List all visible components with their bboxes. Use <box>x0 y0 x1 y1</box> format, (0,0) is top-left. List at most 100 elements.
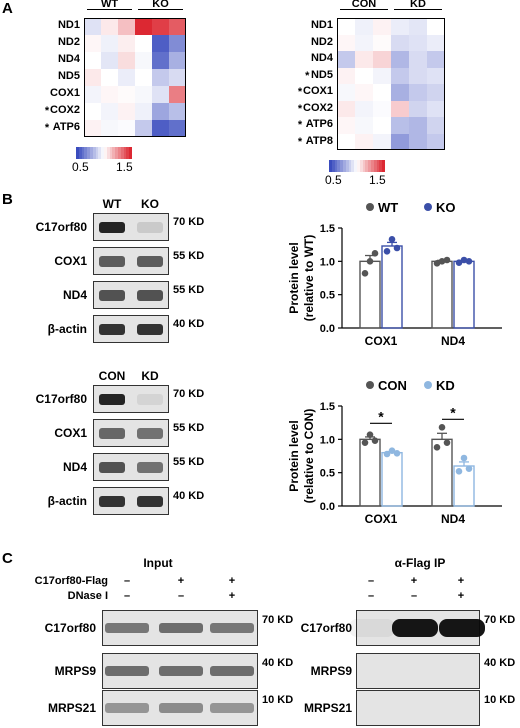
blot-b-top-kd-marker: 55 KD <box>173 284 205 296</box>
input-row-label: MRPS21 <box>47 701 96 715</box>
chart-wt-ko-legend-dot <box>424 203 432 211</box>
heatmap-left-cell <box>152 52 169 69</box>
heatmap-right-scale-segment <box>345 160 350 172</box>
chart-con-kd-legend-label: KD <box>436 378 455 393</box>
chart-con-kd-bar <box>431 438 453 507</box>
heatmap-right-scale-segment <box>382 160 386 172</box>
heatmap-left-cell <box>118 52 135 69</box>
ip-row-label: C17orf80 <box>300 621 352 635</box>
blot-b-top-band <box>137 221 163 233</box>
chart-wt-ko-data-point <box>388 236 396 243</box>
condition-label: DNase I <box>67 590 108 602</box>
heatmap-left-frame <box>84 18 186 137</box>
heatmap-left-cell <box>135 18 152 35</box>
heatmap-right-cell <box>355 34 373 51</box>
heatmap-right-cell <box>373 117 391 134</box>
heatmap-left-cell <box>84 69 101 86</box>
blot-b-top-row-label: C17orf80 <box>35 220 87 234</box>
ip-band <box>349 619 395 637</box>
blot-b-top-band <box>99 289 125 301</box>
heatmap-right-cell <box>409 18 427 35</box>
heatmap-right-scale-segment <box>348 160 352 172</box>
chart-con-kd-data-point <box>361 439 369 446</box>
heatmap-left-scale-segment <box>126 147 130 159</box>
input-band <box>159 665 203 677</box>
heatmap-left-cell <box>84 103 101 120</box>
heatmap-right-scale-segment <box>359 160 364 172</box>
ip-row-label: MRPS21 <box>303 701 352 715</box>
ip-condition-sign: + <box>410 575 418 587</box>
heatmap-left-cell <box>118 18 135 35</box>
heatmap-left-scale-segment <box>87 147 91 159</box>
heatmap-left-scale-segment <box>101 147 105 159</box>
blot-b-bottom-row-label: COX1 <box>54 426 87 440</box>
heatmap-right-scale-max: 1.5 <box>369 173 386 187</box>
heatmap-left-row-label: ND5 <box>57 70 80 82</box>
blot-b-top-lane-label: KO <box>141 197 159 211</box>
heatmap-right-group-label: KD <box>410 0 426 10</box>
heatmap-right-cell <box>427 51 445 68</box>
heatmap-left-cell <box>135 120 152 137</box>
heatmap-right-cell <box>409 133 427 150</box>
blot-b-bottom-lane-label: KD <box>141 369 159 383</box>
blot-b-bottom-kd-marker: 55 KD <box>173 456 205 468</box>
chart-con-kd-data-point <box>433 444 441 451</box>
chart-con-kd-data-point <box>465 465 473 472</box>
heatmap-right-cell <box>391 117 409 134</box>
input-row-label: C17orf80 <box>44 621 96 635</box>
heatmap-right-cell <box>373 133 391 150</box>
heatmap-right-cell <box>355 100 373 117</box>
heatmap-left-scale-min: 0.5 <box>72 160 89 174</box>
blot-b-top-band <box>99 255 125 267</box>
chart-wt-ko-data-point <box>443 256 451 264</box>
chart-wt-ko-y-label-1: Protein level <box>287 242 301 313</box>
blot-b-top-row-label: β-actin <box>47 322 87 336</box>
chart-wt-ko-data-point <box>455 259 463 266</box>
heatmap-left-cell <box>84 52 101 69</box>
heatmap-left-cell <box>84 18 101 35</box>
heatmap-left-group-label: KO <box>152 0 169 10</box>
heatmap-left-scale-segment <box>112 147 116 159</box>
heatmap-right-cell <box>409 34 427 51</box>
chart-wt-ko-y-label-2: (relative to WT) <box>302 235 316 322</box>
heatmap-left-cell <box>135 35 152 52</box>
heatmap-left-cell <box>135 52 152 69</box>
heatmap-right-cell <box>391 51 409 68</box>
blot-b-top-kd-marker: 55 KD <box>173 250 205 262</box>
heatmap-left-significance-star: * <box>44 122 50 134</box>
heatmap-right-cell <box>373 51 391 68</box>
heatmap-left-cell <box>169 103 186 120</box>
blot-b-top-row-label: ND4 <box>62 288 87 302</box>
blot-b-bottom-band <box>137 461 163 473</box>
chart-con-kd-y-label-2: (relative to CON) <box>302 409 316 504</box>
heatmap-right-cell <box>391 18 409 35</box>
heatmap-right-cell <box>355 67 373 84</box>
heatmap-left-row-label: ND4 <box>57 53 80 65</box>
heatmap-left-cell <box>169 69 186 86</box>
ip-condition-sign: + <box>457 575 465 587</box>
blot-b-top-band <box>137 255 163 267</box>
blot-b-bottom-band <box>99 495 125 507</box>
heatmap-right-cell <box>391 133 409 150</box>
chart-con-kd-y-tick-label: 0.5 <box>320 468 335 480</box>
heatmap-right-cell <box>337 133 355 150</box>
heatmap-left-group-line-0 <box>87 9 132 10</box>
chart-wt-ko-legend-label: WT <box>378 200 398 215</box>
chart-wt-ko-data-point <box>438 258 446 265</box>
input-condition-sign: + <box>228 590 236 602</box>
input-band <box>159 702 203 714</box>
heatmap-left-cell <box>118 86 135 103</box>
heatmap-left-scale-segment <box>76 147 80 159</box>
blot-b-top-band <box>99 221 125 233</box>
panel-letter-c: C <box>2 550 13 567</box>
blot-b-top-band <box>137 323 163 335</box>
heatmap-right-cell <box>373 18 391 35</box>
heatmap-right-significance-star: * <box>297 102 303 115</box>
heatmap-right-cell <box>409 117 427 134</box>
heatmap-left-group-line-1 <box>138 9 183 10</box>
heatmap-right-scale-segment <box>351 160 355 172</box>
heatmap-right-row-label: ATP6 <box>305 118 333 130</box>
input-band <box>105 665 149 677</box>
input-condition-sign: – <box>177 590 185 602</box>
blot-b-top-band <box>137 289 163 301</box>
